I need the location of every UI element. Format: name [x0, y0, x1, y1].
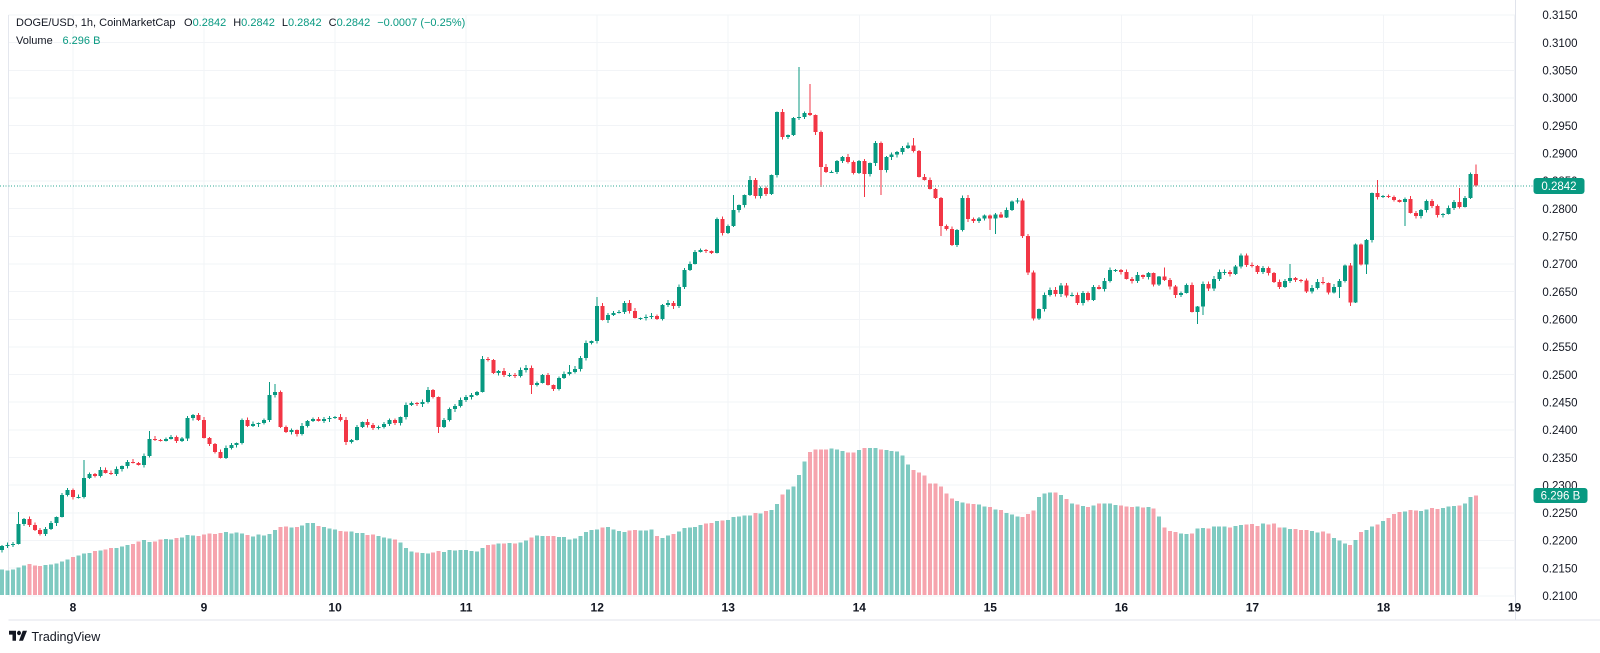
svg-text:14: 14	[853, 601, 867, 615]
svg-text:11: 11	[460, 601, 473, 615]
svg-text:0.2650: 0.2650	[1542, 287, 1577, 299]
svg-text:TradingView: TradingView	[32, 630, 102, 644]
svg-text:0.2450: 0.2450	[1542, 397, 1577, 409]
svg-text:0.2550: 0.2550	[1542, 342, 1577, 354]
svg-text:10: 10	[328, 601, 342, 615]
svg-text:0.3000: 0.3000	[1542, 93, 1577, 105]
svg-text:0.2150: 0.2150	[1542, 563, 1577, 575]
svg-text:0.3050: 0.3050	[1542, 66, 1577, 78]
svg-text:12: 12	[591, 601, 605, 615]
svg-text:0.2400: 0.2400	[1542, 425, 1577, 437]
svg-text:18: 18	[1377, 601, 1391, 615]
svg-text:0.2842: 0.2842	[1541, 181, 1576, 193]
svg-text:0.2100: 0.2100	[1542, 591, 1577, 603]
svg-text:0.2200: 0.2200	[1542, 536, 1577, 548]
svg-text:0.3150: 0.3150	[1542, 10, 1577, 22]
svg-text:0.2750: 0.2750	[1542, 232, 1577, 244]
svg-text:9: 9	[201, 601, 208, 615]
svg-text:0.2950: 0.2950	[1542, 121, 1577, 133]
svg-text:17: 17	[1246, 601, 1260, 615]
svg-text:15: 15	[984, 601, 998, 615]
svg-text:19: 19	[1508, 601, 1522, 615]
svg-text:0.2700: 0.2700	[1542, 259, 1577, 271]
svg-text:16: 16	[1115, 601, 1129, 615]
svg-text:0.2800: 0.2800	[1542, 204, 1577, 216]
svg-text:0.2250: 0.2250	[1542, 508, 1577, 520]
svg-text:0.3100: 0.3100	[1542, 38, 1577, 50]
svg-text:0.2600: 0.2600	[1542, 315, 1577, 327]
svg-text:8: 8	[70, 601, 77, 615]
svg-text:0.2350: 0.2350	[1542, 453, 1577, 465]
svg-text:6.296 B: 6.296 B	[1541, 491, 1581, 503]
svg-text:13: 13	[722, 601, 736, 615]
svg-text:0.2900: 0.2900	[1542, 149, 1577, 161]
svg-text:0.2500: 0.2500	[1542, 370, 1577, 382]
